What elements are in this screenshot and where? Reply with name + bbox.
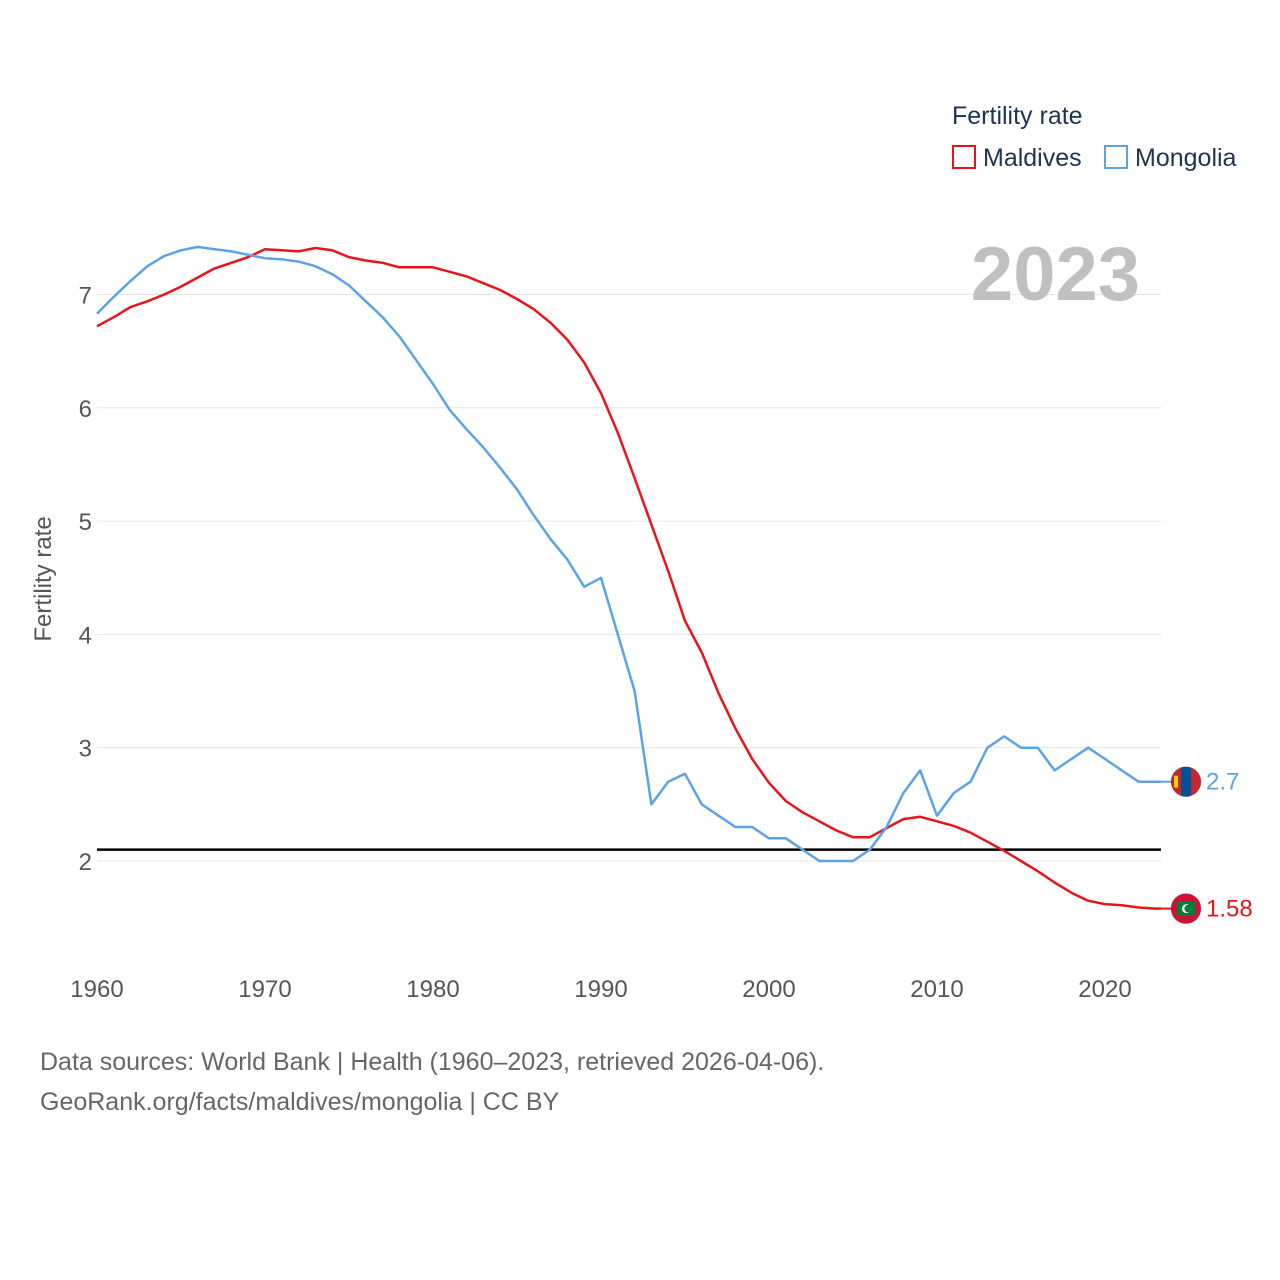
x-tick-label-1960: 1960 bbox=[70, 976, 123, 1003]
gridlines bbox=[97, 294, 1161, 862]
y-axis-title: Fertility rate bbox=[30, 516, 57, 641]
legend-label-mongolia: Mongolia bbox=[1135, 144, 1237, 172]
series-line-maldives bbox=[96, 246, 1161, 910]
legend-title: Fertility rate bbox=[952, 102, 1083, 130]
x-axis-ticks: 1960 1970 1980 1990 2000 2010 2020 bbox=[70, 976, 1131, 1003]
flag-soyombo bbox=[1174, 775, 1178, 788]
y-tick-label-3: 3 bbox=[79, 736, 92, 763]
legend-swatch-maldives bbox=[952, 145, 976, 169]
x-tick-label-2010: 2010 bbox=[910, 976, 963, 1003]
y-tick-label-5: 5 bbox=[79, 509, 92, 536]
footer: Data sources: World Bank | Health (1960–… bbox=[40, 1042, 824, 1122]
legend-swatch-mongolia bbox=[1104, 145, 1128, 169]
end-value-label-mongolia: 2.7 bbox=[1206, 769, 1239, 796]
x-tick-label-2020: 2020 bbox=[1078, 976, 1131, 1003]
x-tick-label-1990: 1990 bbox=[574, 976, 627, 1003]
series-lines bbox=[96, 245, 1161, 910]
flag-ring-maldives bbox=[1170, 893, 1202, 925]
flag-icon-mongolia bbox=[1171, 766, 1201, 797]
y-tick-label-6: 6 bbox=[79, 396, 92, 423]
year-watermark: 2023 bbox=[971, 232, 1140, 317]
flag-stripe-center bbox=[1181, 766, 1191, 797]
legend: Fertility rate Maldives Mongolia bbox=[952, 102, 1237, 172]
end-markers: 1.58 2.7 bbox=[1161, 766, 1253, 925]
end-value-label-maldives: 1.58 bbox=[1206, 896, 1253, 923]
fertility-rate-chart: 2 3 4 5 6 7 1960 1970 1980 1990 2000 2010 2020 Fert… bbox=[30, 102, 1253, 1003]
flag-crescent-inner bbox=[1184, 904, 1192, 913]
data-source-note: Data sources: World Bank | Health (1960–… bbox=[40, 1048, 825, 1076]
series-line-mongolia bbox=[96, 245, 1161, 863]
flag-ring-mongolia bbox=[1170, 766, 1202, 798]
flag-stripe-right bbox=[1191, 766, 1201, 797]
y-tick-label-2: 2 bbox=[79, 849, 92, 876]
y-axis-ticks: 2 3 4 5 6 7 bbox=[79, 283, 92, 877]
x-tick-label-1970: 1970 bbox=[238, 976, 291, 1003]
y-tick-label-4: 4 bbox=[79, 622, 92, 649]
legend-label-maldives: Maldives bbox=[983, 144, 1082, 172]
x-tick-label-2000: 2000 bbox=[742, 976, 795, 1003]
y-tick-label-7: 7 bbox=[79, 283, 92, 310]
x-tick-label-1980: 1980 bbox=[406, 976, 459, 1003]
attribution-link[interactable]: GeoRank.org/facts/maldives/mongolia | CC… bbox=[40, 1088, 560, 1116]
